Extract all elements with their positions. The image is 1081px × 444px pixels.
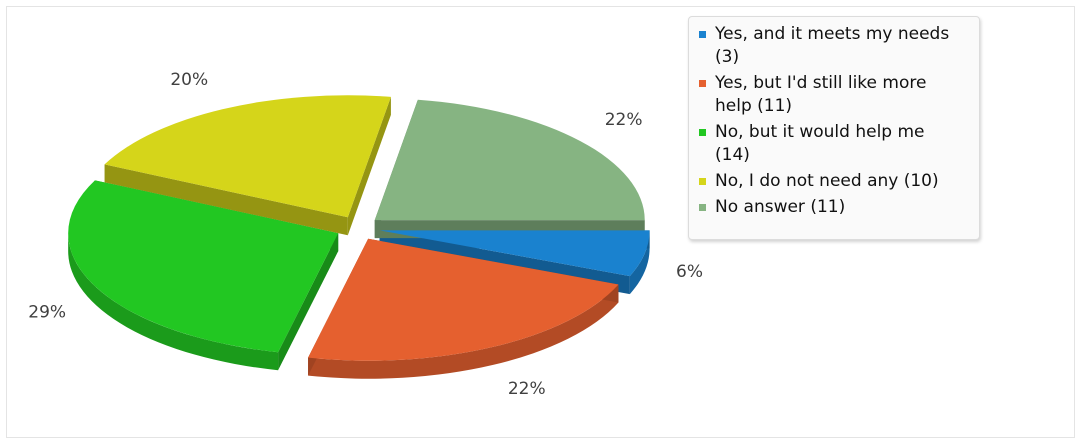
legend-label-2: Yes, but I'd still like more help (11) [715,73,927,116]
legend-item-1[interactable]: Yes, and it meets my needs (3) [699,23,971,69]
pie-slice-5[interactable] [374,99,645,221]
legend-label-5: No answer (11) [715,197,846,217]
legend-item-4[interactable]: No, I do not need any (10) [699,170,971,193]
legend-label-4: No, I do not need any (10) [715,171,939,191]
slice-pct-label-3: 29% [28,303,66,323]
slice-pct-label-4: 20% [170,70,208,90]
legend-item-5[interactable]: No answer (11) [699,196,971,219]
slice-pct-label-2: 22% [508,379,546,399]
chart-legend: Yes, and it meets my needs (3) Yes, but … [688,16,980,240]
legend-swatch-2 [699,80,706,87]
legend-label-3: No, but it would help me (14) [715,122,925,165]
legend-item-2[interactable]: Yes, but I'd still like more help (11) [699,72,971,118]
pie-slices [68,95,650,379]
pie-slice-edge-4-1 [104,164,348,236]
pie-slice-edge-3-1 [278,233,339,371]
pie-slice-4[interactable] [104,95,391,218]
legend-swatch-4 [699,178,706,185]
pie-slice-3[interactable] [68,180,339,353]
legend-swatch-1 [699,31,706,38]
pie-slice-edge-4-2 [347,96,391,236]
legend-swatch-5 [699,204,706,211]
pie-slice-wall-2 [308,284,619,379]
pie-slice-wall-1 [629,230,650,295]
slice-pct-label-5: 22% [605,110,643,130]
slice-pct-label-1: 6% [676,262,703,282]
legend-item-3[interactable]: No, but it would help me (14) [699,121,971,167]
pie-slice-wall-3 [68,233,279,371]
legend-swatch-3 [699,129,706,136]
pie-slice-2[interactable] [308,238,619,361]
pie-labels: 6% 22% 29% 20% 22% [28,70,703,399]
pie-slice-1[interactable] [379,230,650,277]
legend-label-1: Yes, and it meets my needs (3) [715,24,950,67]
